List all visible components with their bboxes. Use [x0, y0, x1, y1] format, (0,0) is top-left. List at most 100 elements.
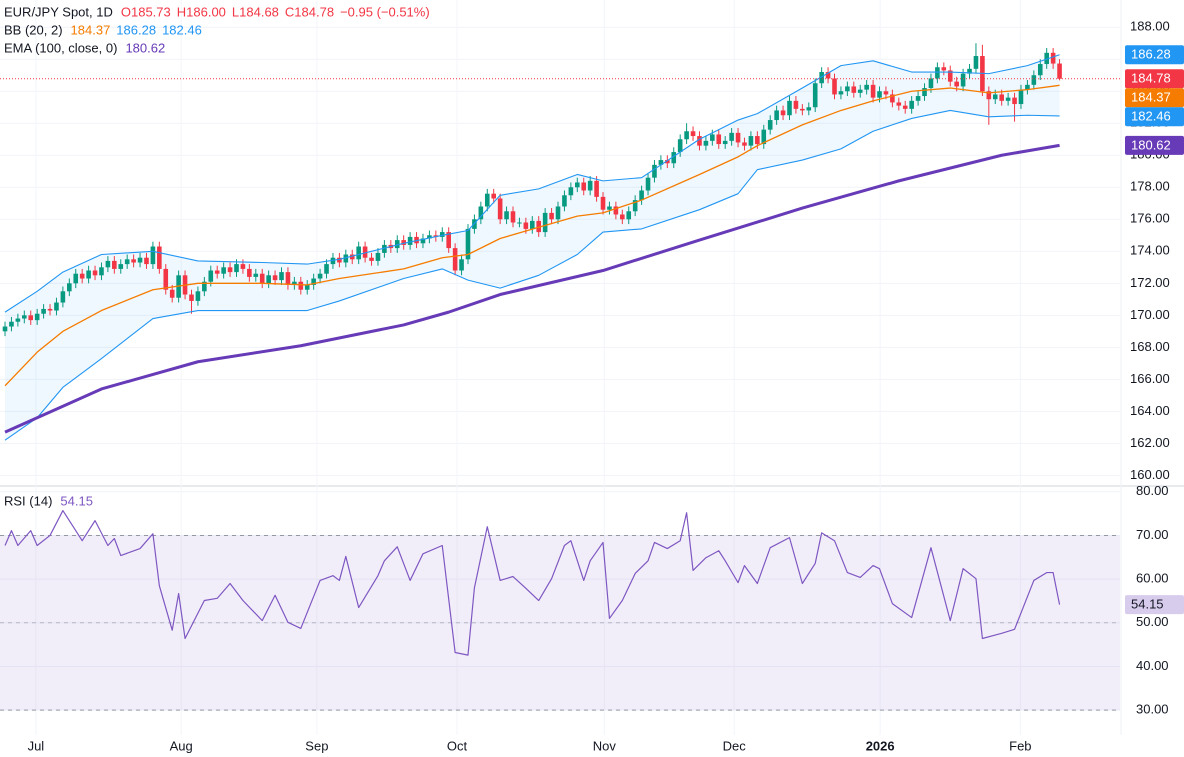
candle-body [986, 91, 992, 100]
y-tick-label: 40.00 [1136, 658, 1169, 673]
candle-body [285, 272, 291, 285]
price-badge-label: 186.28 [1131, 47, 1171, 62]
price-badges: 186.28 184.78 184.37 182.46 180.62 54.15 [1125, 45, 1184, 615]
candle-body [452, 248, 458, 271]
candle-body [562, 195, 567, 207]
candle-body [703, 140, 709, 146]
x-tick-label: Nov [593, 738, 617, 753]
y-tick-label: 188.00 [1130, 19, 1170, 34]
candle-body [729, 132, 734, 141]
candle-body [362, 246, 368, 258]
candle-body [497, 198, 503, 220]
candle-body [639, 190, 644, 201]
candle-body [845, 86, 850, 92]
candle-body [665, 160, 670, 164]
candle-body [99, 267, 104, 276]
candle-body [523, 222, 529, 229]
candle-body [60, 291, 66, 303]
y-tick-label: 172.00 [1130, 275, 1170, 290]
candle-body [1005, 97, 1011, 101]
candle-body [748, 136, 754, 146]
candle-body [105, 260, 111, 268]
candle-body [928, 78, 934, 89]
candle-body [800, 108, 805, 111]
candle-body [652, 164, 657, 178]
candle-body [620, 214, 625, 220]
candle-body [935, 67, 940, 79]
y-tick-label: 160.00 [1130, 467, 1170, 482]
indicator-value: 180.62 [125, 40, 165, 55]
candle-body [832, 78, 837, 95]
candle-body [369, 257, 374, 261]
candle-body [915, 96, 921, 101]
candle-body [266, 275, 271, 284]
y-tick-label: 174.00 [1130, 243, 1170, 258]
price-badge-label: 180.62 [1131, 137, 1171, 152]
candle-body [954, 81, 959, 87]
candle-body [755, 136, 760, 145]
candle-body [253, 273, 259, 277]
candle-body [581, 182, 587, 191]
candle-body [973, 56, 979, 69]
candle-body [47, 308, 53, 311]
candle-body [902, 105, 908, 109]
indicator-line [4, 54, 1060, 313]
candle-body [407, 236, 413, 245]
candle-body [851, 86, 857, 93]
candle-body [491, 193, 497, 199]
y-tick-label: 170.00 [1130, 307, 1170, 322]
candle-body [1012, 97, 1017, 105]
x-tick-label: Sep [305, 738, 328, 753]
candle-body [92, 270, 98, 276]
candle-body [375, 252, 381, 261]
candle-body [1044, 52, 1049, 65]
candle-body [555, 206, 561, 220]
candle-body [189, 294, 194, 301]
candle-body [658, 160, 664, 165]
price-badge-label: 184.37 [1131, 90, 1171, 105]
candle-body [504, 211, 509, 220]
x-tick-label: Feb [1009, 738, 1031, 753]
candle-body [150, 246, 156, 265]
candle-body [684, 131, 689, 140]
candle-body [574, 182, 580, 188]
candle-body [517, 222, 522, 224]
candle-body [761, 129, 767, 145]
candle-body [909, 100, 914, 109]
candle-body [118, 264, 124, 269]
candle-body [1025, 84, 1030, 90]
y-tick-label: 30.00 [1136, 702, 1169, 717]
candle-body [22, 315, 27, 319]
candle-body [54, 302, 59, 311]
candle-body [349, 254, 355, 260]
candle-body [214, 270, 220, 274]
candle-body [279, 272, 284, 281]
candle-body [549, 212, 554, 220]
candle-body [793, 100, 799, 109]
candle-body [690, 131, 696, 137]
y-tick-label: 70.00 [1136, 527, 1169, 542]
candle-body [169, 289, 175, 298]
indicator-label: EMA (100, close, 0) [4, 40, 117, 55]
candle-body [626, 211, 632, 220]
y-tick-label: 168.00 [1130, 339, 1170, 354]
indicator-value: 186.28 [116, 22, 156, 37]
candle-body [587, 180, 593, 191]
candle-body [838, 91, 844, 95]
y-tick-label: 162.00 [1130, 435, 1170, 450]
price-badge-label: 54.15 [1131, 597, 1164, 612]
candle-body [677, 139, 683, 153]
legend: EUR/JPY Spot, 1D O185.73 H186.00 L184.68 C18… [4, 4, 430, 508]
y-tick-label: 164.00 [1130, 403, 1170, 418]
candle-body [510, 211, 516, 223]
candle-body [941, 67, 947, 71]
x-tick-label: Jul [28, 738, 45, 753]
indicator-value: 54.15 [60, 493, 93, 508]
candle-body [825, 72, 831, 79]
x-tick-label: Dec [723, 738, 747, 753]
x-tick-label: Aug [170, 738, 193, 753]
candle-body [227, 267, 233, 273]
fills [5, 54, 1060, 441]
